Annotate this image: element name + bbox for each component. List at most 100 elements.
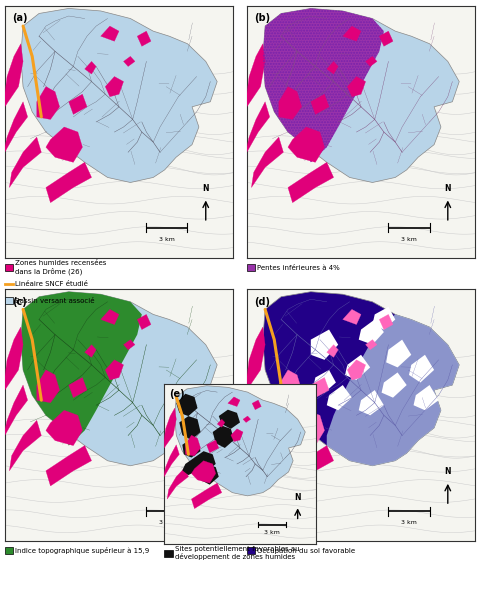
Polygon shape: [288, 163, 334, 203]
Polygon shape: [327, 61, 338, 74]
Polygon shape: [252, 400, 261, 410]
Polygon shape: [386, 340, 411, 368]
Polygon shape: [21, 292, 142, 446]
Text: Bassin versant associé: Bassin versant associé: [15, 298, 95, 304]
Polygon shape: [176, 394, 197, 416]
Polygon shape: [311, 378, 329, 398]
Polygon shape: [247, 385, 270, 436]
Polygon shape: [313, 370, 336, 392]
Text: N: N: [203, 467, 209, 476]
Polygon shape: [164, 445, 180, 477]
Text: Linéaire SNCF étudié: Linéaire SNCF étudié: [15, 281, 88, 287]
Polygon shape: [219, 410, 240, 429]
Text: Pentes inférieures à 4%: Pentes inférieures à 4%: [257, 265, 340, 271]
Polygon shape: [409, 355, 434, 382]
Polygon shape: [194, 451, 216, 472]
Text: (d): (d): [254, 297, 270, 307]
Polygon shape: [123, 56, 135, 66]
Polygon shape: [10, 420, 41, 471]
Polygon shape: [185, 435, 201, 456]
Polygon shape: [37, 87, 60, 119]
Polygon shape: [228, 397, 240, 407]
Polygon shape: [5, 102, 28, 152]
Polygon shape: [192, 461, 216, 483]
Polygon shape: [5, 44, 23, 107]
Polygon shape: [359, 390, 384, 415]
Polygon shape: [137, 314, 151, 330]
Text: 3 km: 3 km: [401, 520, 417, 525]
Polygon shape: [279, 370, 301, 402]
Polygon shape: [37, 370, 60, 402]
Polygon shape: [69, 378, 87, 398]
Polygon shape: [366, 340, 377, 350]
Polygon shape: [5, 385, 28, 436]
Text: 3 km: 3 km: [159, 237, 175, 242]
Polygon shape: [263, 292, 459, 466]
Polygon shape: [288, 446, 334, 486]
Polygon shape: [252, 137, 283, 187]
Polygon shape: [372, 307, 395, 330]
Polygon shape: [46, 410, 83, 446]
Polygon shape: [263, 8, 459, 183]
Polygon shape: [247, 327, 265, 390]
Polygon shape: [105, 77, 123, 97]
Polygon shape: [243, 416, 251, 423]
Polygon shape: [379, 314, 393, 330]
Text: Sites potentiellement favorables au
développement de zones humides: Sites potentiellement favorables au déve…: [175, 546, 300, 560]
Polygon shape: [105, 360, 123, 380]
Polygon shape: [182, 457, 201, 475]
Text: (a): (a): [12, 14, 27, 24]
Polygon shape: [21, 8, 217, 183]
Polygon shape: [348, 360, 366, 380]
Polygon shape: [192, 483, 222, 509]
Text: (e): (e): [168, 389, 184, 399]
Polygon shape: [288, 410, 324, 446]
Text: 3 km: 3 km: [401, 237, 417, 242]
Polygon shape: [46, 163, 92, 203]
Text: (c): (c): [12, 297, 26, 307]
Polygon shape: [164, 408, 176, 448]
Text: N: N: [444, 184, 451, 193]
Polygon shape: [343, 309, 361, 324]
Polygon shape: [288, 127, 324, 163]
Polygon shape: [263, 8, 384, 163]
Polygon shape: [379, 31, 393, 46]
Text: Indice topographique supérieur à 15,9: Indice topographique supérieur à 15,9: [15, 547, 150, 554]
Polygon shape: [175, 386, 305, 496]
Polygon shape: [167, 467, 189, 499]
Polygon shape: [382, 372, 407, 398]
Polygon shape: [247, 102, 270, 152]
Polygon shape: [348, 77, 366, 97]
Polygon shape: [279, 87, 301, 119]
Polygon shape: [137, 31, 151, 46]
Polygon shape: [414, 385, 439, 410]
Polygon shape: [327, 314, 459, 466]
Polygon shape: [252, 420, 283, 471]
Polygon shape: [101, 26, 119, 41]
Text: Occupation du sol favorable: Occupation du sol favorable: [257, 548, 356, 554]
Polygon shape: [327, 385, 352, 410]
Polygon shape: [247, 44, 265, 107]
Text: 3 km: 3 km: [264, 530, 280, 535]
Polygon shape: [46, 446, 92, 486]
Polygon shape: [180, 416, 201, 440]
Polygon shape: [101, 309, 119, 324]
Polygon shape: [311, 330, 338, 360]
Polygon shape: [10, 137, 41, 187]
Polygon shape: [5, 327, 23, 390]
Polygon shape: [311, 94, 329, 115]
Polygon shape: [123, 340, 135, 350]
Text: N: N: [203, 184, 209, 193]
Polygon shape: [345, 355, 370, 380]
Polygon shape: [85, 345, 96, 358]
Polygon shape: [359, 320, 384, 345]
Polygon shape: [85, 61, 96, 74]
Polygon shape: [197, 464, 219, 485]
Polygon shape: [69, 94, 87, 115]
Text: N: N: [444, 467, 451, 476]
Polygon shape: [327, 345, 338, 358]
Polygon shape: [213, 426, 234, 448]
Polygon shape: [46, 127, 83, 163]
Polygon shape: [206, 440, 219, 453]
Polygon shape: [343, 26, 361, 41]
